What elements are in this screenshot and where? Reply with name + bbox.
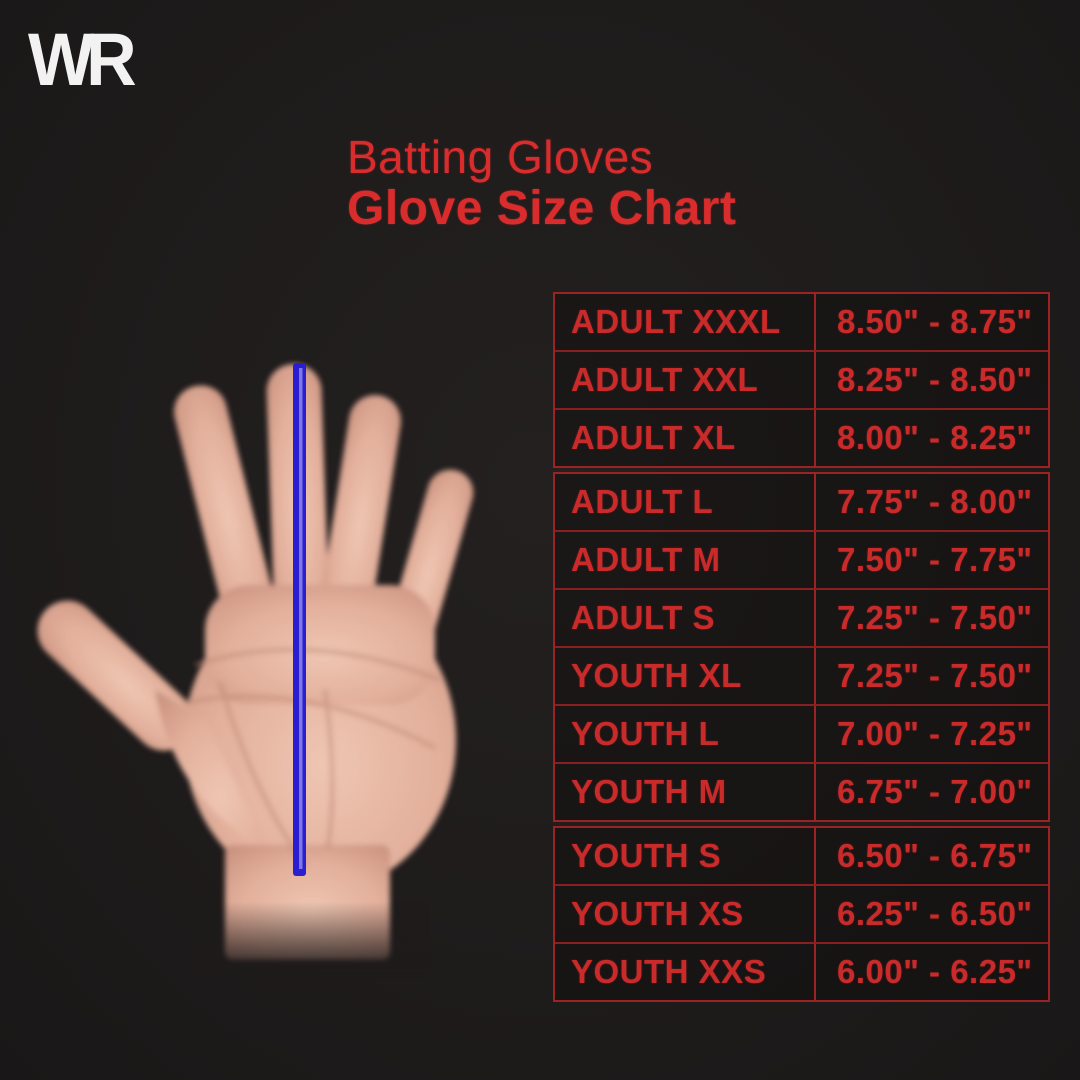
title-line-product: Batting Gloves xyxy=(347,131,654,183)
size-cell: YOUTH S xyxy=(571,837,722,874)
range-cell: 6.50" - 6.75" xyxy=(814,828,1048,884)
wr-logo: WR xyxy=(28,18,137,102)
table-row: YOUTH M 6.75" - 7.00" xyxy=(555,762,1048,820)
range-cell: 6.00" - 6.25" xyxy=(814,944,1048,1000)
range-cell: 6.25" - 6.50" xyxy=(814,886,1048,942)
table-row: ADULT XXL 8.25" - 8.50" xyxy=(555,350,1048,408)
range-cell: 6.75" - 7.00" xyxy=(814,764,1048,820)
size-cell: ADULT XXXL xyxy=(571,303,781,340)
table-row: YOUTH S 6.50" - 6.75" xyxy=(555,828,1048,884)
range-cell: 8.25" - 8.50" xyxy=(814,352,1048,408)
size-cell: ADULT S xyxy=(571,599,716,636)
size-cell: YOUTH M xyxy=(571,773,727,810)
table-row: YOUTH L 7.00" - 7.25" xyxy=(555,704,1048,762)
range-cell: 7.75" - 8.00" xyxy=(814,474,1048,530)
range-cell: 7.25" - 7.50" xyxy=(814,648,1048,704)
table-section-top: ADULT XXXL 8.50" - 8.75" ADULT XXL 8.25"… xyxy=(553,292,1050,468)
range-cell: 8.50" - 8.75" xyxy=(814,294,1048,350)
range-cell: 7.50" - 7.75" xyxy=(814,532,1048,588)
size-cell: YOUTH XXS xyxy=(571,953,767,990)
size-cell: ADULT XL xyxy=(571,419,736,456)
hand-photo xyxy=(37,363,474,980)
table-row: YOUTH XXS 6.00" - 6.25" xyxy=(555,942,1048,1000)
size-cell: ADULT M xyxy=(571,541,721,578)
table-row: YOUTH XL 7.25" - 7.50" xyxy=(555,646,1048,704)
wrist-fade xyxy=(190,902,430,980)
hand-silhouette xyxy=(37,364,474,960)
size-cell: YOUTH XL xyxy=(571,657,742,694)
table-section-bottom: YOUTH S 6.50" - 6.75" YOUTH XS 6.25" - 6… xyxy=(553,826,1050,1002)
size-cell: YOUTH XS xyxy=(571,895,744,932)
table-row: ADULT L 7.75" - 8.00" xyxy=(555,474,1048,530)
title-block: Batting Gloves Glove Size Chart xyxy=(347,130,736,234)
table-row: ADULT S 7.25" - 7.50" xyxy=(555,588,1048,646)
range-cell: 7.25" - 7.50" xyxy=(814,590,1048,646)
range-cell: 7.00" - 7.25" xyxy=(814,706,1048,762)
title-line-chart: Glove Size Chart xyxy=(347,182,737,235)
size-chart-table: ADULT XXXL 8.50" - 8.75" ADULT XXL 8.25"… xyxy=(553,292,1050,1002)
size-cell: ADULT XXL xyxy=(571,361,759,398)
table-row: ADULT XL 8.00" - 8.25" xyxy=(555,408,1048,466)
measure-line xyxy=(293,363,306,876)
table-section-middle: ADULT L 7.75" - 8.00" ADULT M 7.50" - 7.… xyxy=(553,472,1050,822)
size-cell: ADULT L xyxy=(571,483,714,520)
table-row: ADULT XXXL 8.50" - 8.75" xyxy=(555,294,1048,350)
table-row: YOUTH XS 6.25" - 6.50" xyxy=(555,884,1048,942)
table-row: ADULT M 7.50" - 7.75" xyxy=(555,530,1048,588)
size-cell: YOUTH L xyxy=(571,715,720,752)
range-cell: 8.00" - 8.25" xyxy=(814,410,1048,466)
